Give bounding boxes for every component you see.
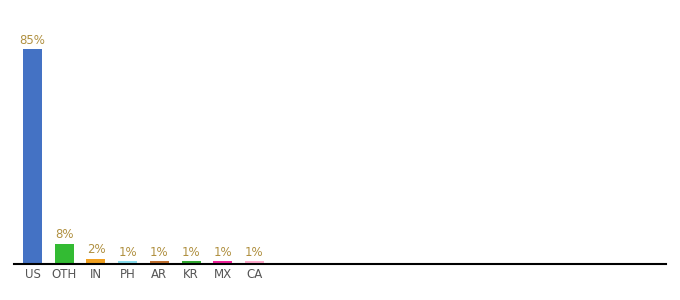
Text: 85%: 85% xyxy=(20,34,46,47)
Bar xyxy=(150,262,169,264)
Text: 1%: 1% xyxy=(118,246,137,259)
Text: 2%: 2% xyxy=(86,243,105,256)
Bar xyxy=(55,244,74,264)
Text: 1%: 1% xyxy=(245,246,264,259)
Bar xyxy=(86,259,105,264)
Text: 1%: 1% xyxy=(150,246,169,259)
Bar xyxy=(23,49,42,264)
Text: 8%: 8% xyxy=(55,228,73,241)
Bar xyxy=(214,262,233,264)
Text: 1%: 1% xyxy=(214,246,232,259)
Text: 1%: 1% xyxy=(182,246,201,259)
Bar xyxy=(118,262,137,264)
Bar xyxy=(182,262,201,264)
Bar xyxy=(245,262,264,264)
